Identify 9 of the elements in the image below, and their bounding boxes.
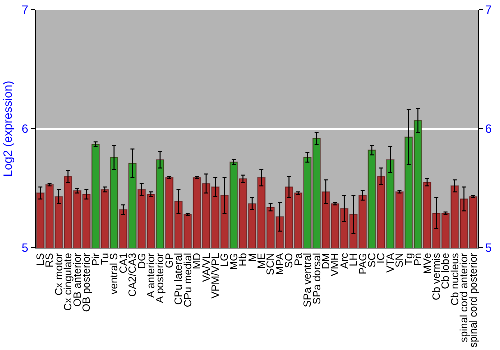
- y2-tick-label: 5: [485, 241, 492, 256]
- x-tick-label: SO: [284, 253, 296, 268]
- y2-tick-label: 6: [485, 122, 492, 136]
- y2-tick-label: 7: [485, 3, 492, 18]
- x-tick-label: CPu medial: [182, 253, 194, 308]
- y-tick-label: 5: [22, 241, 29, 256]
- y-axis-title: Log2 (expression): [1, 80, 16, 178]
- y-tick-label: 7: [22, 3, 29, 18]
- y-tick-label: 6: [22, 122, 29, 136]
